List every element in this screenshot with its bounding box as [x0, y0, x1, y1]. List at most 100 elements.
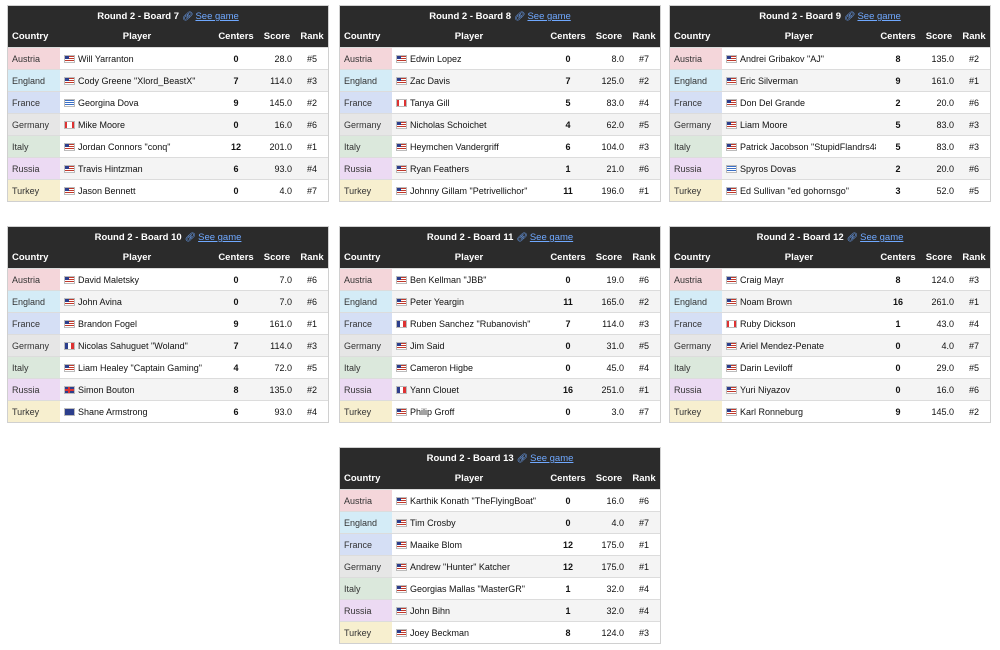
player-cell[interactable]: Patrick Jacobson "StupidFlandrs48"	[722, 135, 876, 158]
country-header[interactable]: Country	[670, 26, 722, 48]
rank-header[interactable]: Rank	[296, 247, 328, 269]
player-name[interactable]: Ed Sullivan "ed gohornsgo"	[740, 185, 849, 196]
link-icon[interactable]: 🔗︎	[844, 11, 856, 21]
player-cell[interactable]: David Maletsky	[60, 268, 214, 291]
player-cell[interactable]: Craig Mayr	[722, 268, 876, 291]
player-name[interactable]: Simon Bouton	[78, 384, 135, 395]
player-name[interactable]: Cameron Higbe	[410, 362, 474, 373]
player-name[interactable]: Zac Davis	[410, 75, 451, 86]
link-icon[interactable]: 🔗︎	[516, 232, 528, 242]
player-name[interactable]: Cody Greene "Xlord_BeastX"	[78, 75, 196, 86]
player-cell[interactable]: Eric Silverman	[722, 69, 876, 92]
player-name[interactable]: Yann Clouet	[410, 384, 459, 395]
player-name[interactable]: Andrew "Hunter" Katcher	[410, 561, 510, 572]
player-cell[interactable]: Georgina Dova	[60, 91, 214, 114]
player-cell[interactable]: Will Yarranton	[60, 47, 214, 70]
centers-header[interactable]: Centers	[876, 247, 920, 269]
player-name[interactable]: Craig Mayr	[740, 274, 785, 285]
player-name[interactable]: Heymchen Vandergriff	[410, 141, 499, 152]
link-icon[interactable]: 🔗︎	[182, 11, 194, 21]
player-header[interactable]: Player	[392, 26, 546, 48]
player-cell[interactable]: Karl Ronneburg	[722, 400, 876, 422]
see-game-link[interactable]: See game	[860, 232, 904, 243]
score-header[interactable]: Score	[258, 26, 296, 48]
player-name[interactable]: Georgias Mallas "MasterGR"	[410, 583, 525, 594]
country-header[interactable]: Country	[670, 247, 722, 269]
player-cell[interactable]: Ed Sullivan "ed gohornsgo"	[722, 179, 876, 201]
score-header[interactable]: Score	[920, 247, 958, 269]
player-name[interactable]: Ariel Mendez-Penate	[740, 340, 825, 351]
player-cell[interactable]: Brandon Fogel	[60, 312, 214, 335]
centers-header[interactable]: Centers	[214, 247, 258, 269]
player-cell[interactable]: Tim Crosby	[392, 511, 546, 534]
player-name[interactable]: Liam Moore	[740, 119, 788, 130]
player-cell[interactable]: Maaike Blom	[392, 533, 546, 556]
rank-header[interactable]: Rank	[958, 26, 990, 48]
link-icon[interactable]: 🔗︎	[514, 11, 526, 21]
player-cell[interactable]: Cody Greene "Xlord_BeastX"	[60, 69, 214, 92]
player-header[interactable]: Player	[392, 468, 546, 490]
player-name[interactable]: Jason Bennett	[78, 185, 136, 196]
player-cell[interactable]: Ariel Mendez-Penate	[722, 334, 876, 357]
player-name[interactable]: Ruben Sanchez "Rubanovish"	[410, 318, 531, 329]
player-cell[interactable]: Cameron Higbe	[392, 356, 546, 379]
player-cell[interactable]: Peter Yeargin	[392, 290, 546, 313]
see-game-link[interactable]: See game	[529, 232, 574, 243]
link-icon[interactable]: 🔗︎	[184, 232, 197, 242]
player-cell[interactable]: Andrew "Hunter" Katcher	[392, 555, 546, 578]
player-cell[interactable]: Nicholas Schoichet	[392, 113, 546, 136]
player-cell[interactable]: Karthik Konath "TheFlyingBoat"	[392, 489, 546, 512]
player-cell[interactable]: Spyros Dovas	[722, 157, 876, 180]
country-header[interactable]: Country	[340, 468, 392, 490]
centers-header[interactable]: Centers	[546, 247, 590, 269]
player-name[interactable]: Ben Kellman "JBB"	[410, 274, 487, 285]
player-cell[interactable]: Ruby Dickson	[722, 312, 876, 335]
player-cell[interactable]: Nicolas Sahuguet "Woland"	[60, 334, 214, 357]
player-header[interactable]: Player	[722, 247, 876, 269]
rank-header[interactable]: Rank	[628, 468, 660, 490]
player-cell[interactable]: John Bihn	[392, 599, 546, 622]
player-header[interactable]: Player	[60, 247, 214, 269]
player-name[interactable]: Eric Silverman	[740, 75, 799, 86]
player-name[interactable]: Darin Leviloff	[740, 362, 793, 373]
player-name[interactable]: Peter Yeargin	[410, 296, 465, 307]
player-name[interactable]: Don Del Grande	[740, 97, 806, 108]
rank-header[interactable]: Rank	[628, 247, 660, 269]
player-cell[interactable]: Yann Clouet	[392, 378, 546, 401]
player-name[interactable]: Tim Crosby	[410, 517, 456, 528]
player-cell[interactable]: Philip Groff	[392, 400, 546, 422]
player-header[interactable]: Player	[722, 26, 876, 48]
player-name[interactable]: Noam Brown	[740, 296, 793, 307]
player-name[interactable]: Shane Armstrong	[78, 406, 148, 417]
player-name[interactable]: Yuri Niyazov	[740, 384, 791, 395]
score-header[interactable]: Score	[590, 26, 628, 48]
see-game-link[interactable]: See game	[857, 11, 901, 22]
country-header[interactable]: Country	[340, 26, 392, 48]
see-game-link[interactable]: See game	[198, 232, 242, 243]
player-cell[interactable]: Ryan Feathers	[392, 157, 546, 180]
country-header[interactable]: Country	[340, 247, 392, 269]
player-name[interactable]: Patrick Jacobson "StupidFlandrs48"	[740, 141, 876, 152]
player-name[interactable]: Georgina Dova	[78, 97, 139, 108]
player-name[interactable]: Karthik Konath "TheFlyingBoat"	[410, 495, 536, 506]
player-cell[interactable]: Travis Hintzman	[60, 157, 214, 180]
link-icon[interactable]: 🔗︎	[846, 232, 859, 242]
player-cell[interactable]: Georgias Mallas "MasterGR"	[392, 577, 546, 600]
player-header[interactable]: Player	[392, 247, 546, 269]
player-header[interactable]: Player	[60, 26, 214, 48]
player-cell[interactable]: Jason Bennett	[60, 179, 214, 201]
player-name[interactable]: Philip Groff	[410, 406, 455, 417]
player-cell[interactable]: Edwin Lopez	[392, 47, 546, 70]
link-icon[interactable]: 🔗︎	[516, 453, 529, 463]
rank-header[interactable]: Rank	[958, 247, 990, 269]
player-name[interactable]: Travis Hintzman	[78, 163, 143, 174]
player-name[interactable]: John Bihn	[410, 605, 451, 616]
country-header[interactable]: Country	[8, 26, 60, 48]
player-name[interactable]: Liam Healey "Captain Gaming"	[78, 362, 202, 373]
player-cell[interactable]: Joey Beckman	[392, 621, 546, 643]
player-name[interactable]: Karl Ronneburg	[740, 406, 804, 417]
see-game-link[interactable]: See game	[527, 11, 571, 22]
player-cell[interactable]: Shane Armstrong	[60, 400, 214, 422]
centers-header[interactable]: Centers	[546, 26, 590, 48]
player-cell[interactable]: Tanya Gill	[392, 91, 546, 114]
